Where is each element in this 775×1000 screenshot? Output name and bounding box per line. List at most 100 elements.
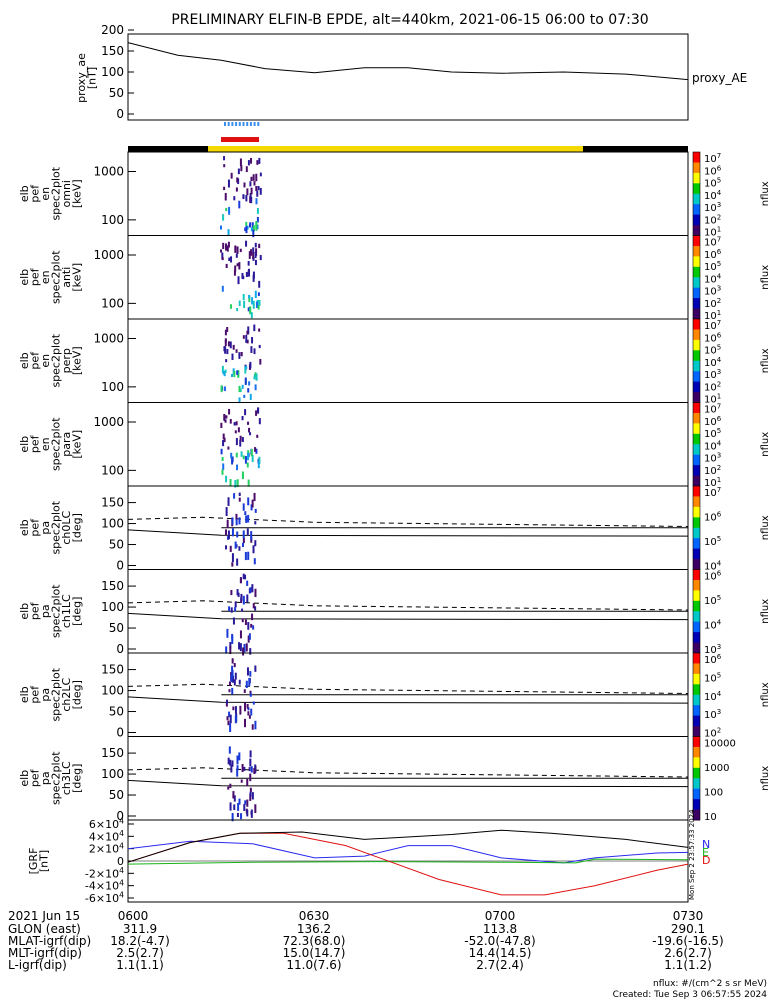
spectrogram-pixel — [223, 346, 226, 352]
ephemeris-value: -52.0(-47.8) — [464, 934, 535, 948]
colorbar-segment — [693, 559, 700, 570]
pa-spectrogram-pixel — [241, 542, 244, 548]
pa-y-label-line: pef — [28, 518, 41, 537]
bfield-y-tick-label-base: -2×10 — [85, 867, 119, 880]
spectrogram-pixel — [245, 240, 248, 247]
bfield-y-tick-label: -2×104 — [85, 866, 124, 880]
colorbar-tick-label-base: 10 — [704, 321, 717, 332]
spectrogram-pixel — [225, 475, 228, 483]
colorbar-segment — [693, 183, 700, 195]
bfield-legend-e: E — [702, 846, 709, 859]
bfield-line-n — [127, 840, 689, 864]
spectrogram-pixel — [257, 185, 260, 191]
colorbar-tick-label-exp: 2 — [717, 380, 721, 388]
spectrogram-pixel — [251, 337, 254, 344]
ephemeris-value: 2.7(2.4) — [476, 958, 524, 972]
colorbar-tick-label: 102 — [704, 213, 721, 226]
colorbar-tick-label: 103 — [704, 452, 721, 465]
pa-y-label-line: elb — [18, 686, 31, 703]
colorbar-segment — [693, 329, 700, 341]
spectrogram-pixel — [250, 227, 253, 232]
spectrogram-pixel — [250, 187, 253, 195]
colorbars: 107106105104103102101nflux10710610510410… — [692, 151, 771, 823]
colorbar-tick-label: 102 — [704, 297, 721, 310]
spectrogram-pixel — [224, 192, 227, 201]
spectrogram-pixel — [231, 374, 234, 378]
pa-y-tick-label: 150 — [101, 496, 124, 510]
pa-spectrogram-pixel — [246, 703, 249, 709]
spectrogram-pixel — [235, 421, 238, 426]
colorbar-tick-label-base: 10 — [704, 346, 717, 357]
energy-y-label-line: [keV] — [70, 263, 83, 292]
pa-spectrogram-pixel — [232, 617, 235, 625]
colorbar-tick-label: 101 — [704, 226, 721, 239]
pa-spectrogram-pixel — [254, 508, 257, 513]
pa-spectrogram-pixel — [239, 643, 242, 652]
spectrogram-pixel — [254, 372, 257, 377]
spectrogram-pixel — [237, 370, 240, 378]
spectrogram-pixel — [233, 270, 236, 276]
pa-y-tick-label: 0 — [116, 726, 124, 740]
loss-cone-line — [127, 529, 689, 537]
colorbar-tick-label-exp: 2 — [717, 727, 721, 735]
spectrogram-pixel — [227, 179, 230, 188]
spectrogram-pixel — [245, 365, 248, 369]
spectrogram-pixel — [238, 200, 241, 209]
pa-spectrogram-pixel — [247, 497, 250, 506]
colorbar-tick-label-base: 10 — [704, 429, 717, 440]
pa-spectrogram-pixel — [235, 513, 238, 520]
spectrogram-pixel — [255, 221, 258, 229]
spectrogram-pixel — [235, 452, 238, 458]
spectrogram-pixel — [241, 384, 244, 389]
energy-y-label-line: perp — [60, 348, 73, 373]
pa-spectrogram-pixel — [250, 504, 253, 511]
colorbar-tick-label-exp: 4 — [717, 356, 722, 364]
spectrogram-pixel — [253, 376, 256, 380]
spectrogram-pixel — [234, 265, 237, 272]
colorbar-segment — [693, 746, 700, 758]
colorbar-tick-label-base: 10 — [704, 370, 717, 381]
ephemeris-value: 14.4(14.5) — [469, 946, 532, 960]
pa-spectrogram-pixel — [251, 792, 254, 800]
pa-spectrogram-pixel — [233, 795, 236, 802]
pa-spectrogram-pixel — [253, 767, 256, 774]
spectrogram-pixel — [220, 422, 223, 429]
spectrogram-pixel — [233, 196, 236, 201]
colorbar-tick-label: 104 — [704, 189, 722, 202]
colorbar-tick-label: 1000 — [704, 763, 729, 774]
energy-y-tick-label: 100 — [101, 296, 124, 310]
colorbar-segment — [693, 371, 700, 383]
pa-y-label-line: pef — [28, 768, 41, 787]
colorbar-segment — [693, 381, 700, 393]
colorbar-segment — [693, 694, 700, 706]
spectrogram-pixel — [225, 359, 228, 363]
spectrogram-pixel — [237, 276, 240, 285]
spectrogram-pixel — [251, 297, 254, 305]
orbit-status-bars — [128, 122, 688, 152]
pa-y-tick-label: 0 — [116, 809, 124, 823]
colorbar-segment — [693, 736, 700, 748]
spectrogram-pixel — [238, 300, 241, 307]
spectrogram-pixel — [243, 182, 246, 188]
pa-spectrogram-pixel — [236, 755, 239, 765]
colorbar-segment — [693, 715, 700, 727]
fgm-dot — [235, 122, 238, 126]
pa-y-label-line: ch3LC — [60, 761, 73, 795]
colorbar-tick-label-base: 10 — [704, 382, 717, 393]
fgm-dot — [231, 122, 234, 126]
pa-spectrogram-pixel — [242, 595, 245, 605]
pa-spectrogram-pixel — [252, 545, 255, 554]
pa-spectrogram-pixel — [225, 507, 228, 516]
fgm-dot — [246, 122, 249, 126]
colorbar-label: nflux — [760, 515, 771, 540]
colorbar-segment — [693, 684, 700, 696]
colorbar-tick-label-exp: 7 — [717, 403, 721, 411]
spectrogram-pixel — [222, 242, 225, 249]
energy-y-label-line: pef — [28, 434, 41, 453]
colorbar-tick-label-exp: 6 — [717, 331, 722, 339]
spectrogram-pixel — [235, 253, 238, 258]
colorbar-segment — [693, 319, 700, 330]
spectrogram-pixel — [227, 341, 230, 347]
spectrogram-pixel — [240, 165, 243, 172]
